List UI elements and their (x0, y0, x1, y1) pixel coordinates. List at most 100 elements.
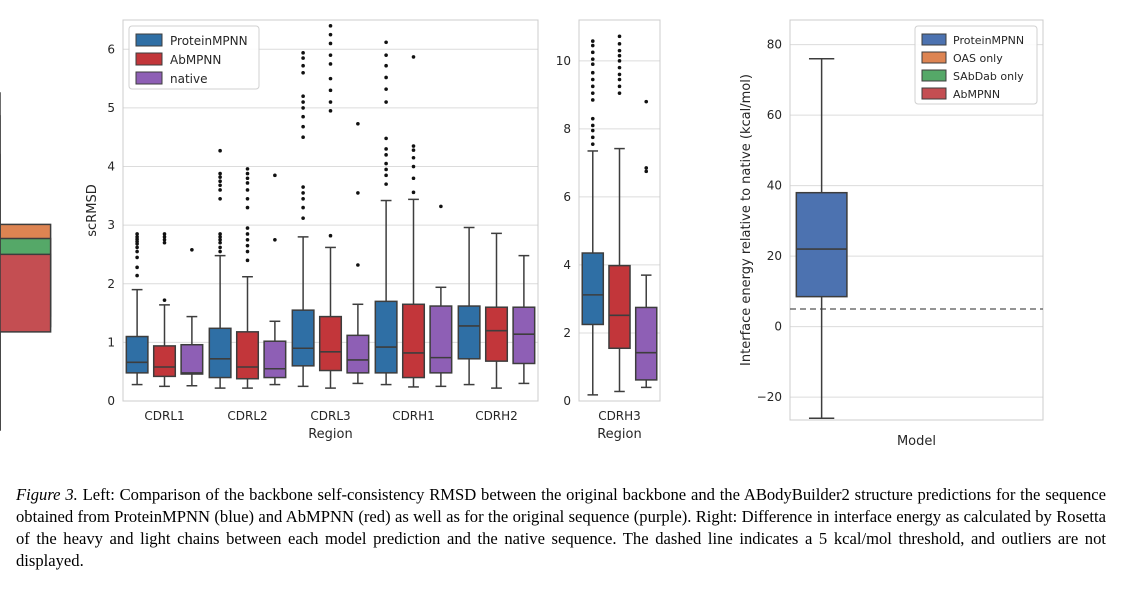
box-cdrh2-proteinmpnn (457, 305, 481, 360)
outlier-point (245, 249, 250, 254)
outlier-point (384, 161, 388, 166)
outlier-point (590, 84, 595, 89)
outlier-point (384, 40, 388, 45)
outlier-point (590, 62, 595, 67)
outlier-point (301, 185, 305, 189)
y-tick-label: 0 (774, 320, 782, 334)
outlier-point (301, 94, 305, 98)
y-tick-label: 40 (767, 179, 782, 193)
y-tick-label: 80 (767, 38, 782, 52)
outlier-point (328, 32, 333, 37)
outlier-point (411, 164, 416, 169)
outlier-point (218, 232, 222, 236)
outlier-point (273, 173, 277, 178)
outlier-point (301, 124, 305, 129)
outlier-point (301, 191, 305, 195)
outlier-point (162, 235, 167, 239)
outlier-point (135, 265, 139, 270)
x-tick-label: CDRL2 (227, 409, 267, 423)
outlier-point (245, 176, 250, 181)
y-axis-label: Interface energy relative to native (kca… (739, 74, 754, 366)
x-tick-label: CDRH2 (475, 409, 518, 423)
outlier-point (218, 249, 222, 254)
box-proteinmpnn-proteinmpnn (795, 191, 848, 298)
outlier-point (439, 204, 443, 209)
x-axis-label: Region (308, 427, 353, 442)
outlier-point (617, 65, 622, 70)
y-tick-label: −20 (757, 390, 782, 404)
outlier-point (617, 42, 622, 46)
outlier-point (617, 59, 622, 63)
outlier-point (218, 179, 222, 183)
box-cdrh1-native (429, 305, 453, 374)
outlier-point (384, 87, 388, 91)
outlier-point (218, 188, 222, 192)
box-cdrl3-proteinmpnn (291, 309, 315, 367)
box-cdrh2-native (512, 306, 536, 365)
outlier-point (218, 171, 222, 176)
outlier-point (245, 238, 250, 242)
legend-label: AbMPNN (953, 88, 1000, 101)
outlier-point (245, 205, 250, 210)
outlier-point (328, 76, 333, 81)
outlier-point (301, 100, 305, 104)
outlier-point (617, 91, 622, 95)
figure-canvas: 0 1 2 3 4 5 6 CDRL1 CDRL2 CDRL3 CDRH1 CDRH2 Region sc… (0, 19, 1044, 449)
legend-swatch (921, 87, 947, 100)
outlier-point (245, 243, 250, 248)
legend-swatch (921, 51, 947, 64)
outlier-point (301, 70, 305, 75)
outlier-point (617, 48, 622, 53)
y-tick-label: 8 (563, 122, 571, 136)
outlier-point (301, 56, 305, 60)
outlier-point (644, 169, 649, 174)
legend-label: OAS only (953, 52, 1003, 65)
box-cdrl1-native (180, 343, 204, 375)
outlier-point (218, 235, 222, 239)
outlier-point (384, 63, 388, 68)
outlier-point (218, 196, 222, 201)
box-cdrl2-proteinmpnn (208, 327, 232, 379)
outlier-point (617, 72, 622, 77)
legend-swatch (921, 33, 947, 46)
outlier-point (411, 55, 416, 59)
y-tick-label: 2 (563, 326, 571, 340)
box-cdrl3-abmpnn (318, 315, 343, 372)
y-tick-label: 2 (107, 277, 115, 291)
outlier-point (245, 258, 250, 263)
outlier-point (384, 75, 388, 80)
outlier-point (590, 116, 595, 121)
outlier-point (328, 53, 333, 57)
x-axis-label: Region (597, 427, 642, 442)
y-tick-label: 20 (767, 249, 782, 263)
box-cdrl2-native (263, 340, 287, 379)
outlier-point (218, 148, 222, 153)
outlier-point (301, 135, 305, 140)
legend-label: native (170, 72, 207, 86)
outlier-point (218, 175, 222, 179)
outlier-point (590, 98, 595, 102)
x-tick-label: CDRL3 (310, 409, 350, 423)
outlier-point (356, 121, 360, 126)
caption-label: Figure 3. (16, 485, 78, 504)
y-tick-label: 4 (107, 160, 115, 174)
outlier-point (218, 183, 222, 188)
y-tick-label: 6 (107, 42, 115, 56)
outlier-point (590, 57, 595, 61)
outlier-point (218, 238, 222, 242)
outlier-point (245, 167, 250, 171)
legend-swatch (135, 71, 163, 85)
box-cdrh3-proteinmpnn (581, 252, 605, 326)
outlier-point (135, 235, 139, 239)
box-cdrl1-proteinmpnn (125, 335, 149, 374)
outlier-point (384, 153, 388, 157)
figure-caption: Figure 3. Left: Comparison of the backbo… (16, 484, 1106, 572)
outlier-point (384, 136, 388, 141)
legend-swatch (135, 33, 163, 47)
x-tick-label: CDRH1 (392, 409, 435, 423)
outlier-point (590, 43, 595, 48)
box-cdrl1-abmpnn (152, 345, 177, 378)
outlier-point (328, 24, 333, 28)
axes-frame (578, 19, 661, 402)
y-tick-label: 5 (107, 101, 115, 115)
